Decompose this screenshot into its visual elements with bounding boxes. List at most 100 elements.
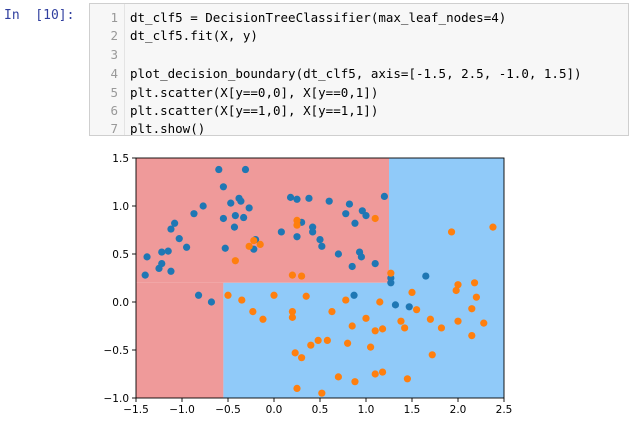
scatter-point-class-0 (241, 165, 250, 174)
scatter-point-class-1 (403, 375, 411, 383)
scatter-point-class-1 (288, 308, 296, 316)
scatter-point-class-1 (259, 315, 267, 323)
scatter-point-class-0 (342, 210, 350, 218)
scatter-point-class-0 (240, 213, 248, 222)
line-number: 3 (110, 47, 118, 62)
scatter-point-class-0 (293, 195, 301, 203)
scatter-point-class-0 (158, 260, 166, 268)
scatter-point-class-1 (291, 349, 299, 357)
scatter-point-class-1 (307, 341, 315, 349)
scatter-point-class-1 (231, 257, 239, 265)
scatter-point-class-0 (334, 250, 342, 258)
scatter-point-class-1 (348, 322, 356, 330)
scatter-point-class-0 (230, 223, 239, 231)
scatter-point-class-0 (175, 235, 183, 243)
scatter-point-class-0 (219, 214, 227, 223)
scatter-point-class-1 (489, 223, 497, 231)
scatter-point-class-1 (256, 240, 264, 248)
scatter-point-class-1 (470, 279, 479, 287)
scatter-point-class-0 (199, 202, 207, 210)
scatter-point-class-1 (454, 317, 462, 325)
code-text: plt.scatter(X[y==0,0], X[y==0,1]) (130, 85, 379, 100)
decision-region-class-1 (389, 158, 504, 398)
scatter-point-class-1 (334, 373, 342, 381)
line-number-gutter (124, 4, 125, 135)
code-line: 2 dt_clf5.fit(X, y) (90, 26, 628, 45)
scatter-point-class-0 (227, 199, 235, 207)
scatter-point-class-1 (387, 269, 395, 277)
scatter-point-class-1 (378, 368, 387, 376)
scatter-point-class-1 (468, 305, 476, 313)
scatter-point-class-1 (250, 236, 258, 245)
scatter-point-class-0 (190, 210, 198, 218)
scatter-point-class-0 (277, 228, 285, 236)
scatter-point-class-0 (345, 200, 354, 208)
scatter-point-class-1 (401, 324, 409, 332)
scatter-point-class-1 (224, 291, 232, 299)
code-text: plot_decision_boundary(dt_clf5, axis=[-1… (130, 66, 582, 81)
x-tick-label: −1.0 (169, 404, 195, 416)
scatter-point-class-0 (231, 212, 239, 220)
code-text: dt_clf5 = DecisionTreeClassifier(max_lea… (130, 10, 507, 25)
scatter-point-class-0 (391, 301, 400, 309)
scatter-point-class-1 (298, 354, 306, 362)
code-text: plt.scatter(X[y==1,0], X[y==1,1]) (130, 103, 379, 118)
scatter-point-class-1 (293, 384, 301, 392)
x-tick-label: 0.5 (312, 404, 329, 416)
scatter-point-class-0 (245, 204, 253, 212)
scatter-point-class-0 (207, 298, 216, 306)
scatter-point-class-1 (249, 308, 257, 316)
code-line: 5 plt.scatter(X[y==0,0], X[y==0,1]) (90, 83, 628, 102)
scatter-point-class-1 (298, 272, 306, 280)
decision-region-class-1 (223, 282, 389, 398)
x-tick-label: 2.0 (450, 404, 467, 416)
scatter-point-class-1 (472, 293, 480, 301)
scatter-point-class-1 (314, 336, 322, 344)
x-tick-label: 2.5 (496, 404, 513, 416)
scatter-point-class-0 (357, 253, 365, 261)
scatter-point-class-0 (348, 262, 356, 271)
code-cell-input[interactable]: 1 dt_clf5 = DecisionTreeClassifier(max_l… (89, 3, 629, 136)
x-tick-label: −0.5 (215, 404, 241, 416)
scatter-point-class-1 (397, 317, 405, 325)
decision-region-class-0 (136, 158, 389, 283)
scatter-point-class-1 (342, 296, 350, 304)
y-tick-label: 1.0 (112, 201, 129, 213)
scatter-point-class-1 (480, 319, 488, 327)
y-tick-label: 1.5 (112, 153, 129, 165)
scatter-point-class-0 (221, 244, 229, 252)
code-line: 1 dt_clf5 = DecisionTreeClassifier(max_l… (90, 8, 628, 27)
x-tick-label: 0.0 (266, 404, 283, 416)
scatter-point-class-1 (426, 315, 434, 323)
scatter-point-class-1 (344, 339, 352, 347)
scatter-point-class-1 (238, 296, 246, 304)
scatter-point-class-1 (270, 291, 278, 299)
line-number: 7 (110, 121, 118, 136)
scatter-point-class-0 (143, 253, 151, 261)
scatter-point-class-1 (447, 228, 456, 236)
scatter-point-class-1 (318, 389, 326, 397)
scatter-point-class-0 (325, 197, 333, 205)
scatter-point-class-1 (302, 292, 310, 300)
scatter-point-class-1 (371, 327, 379, 335)
code-line: 3 (90, 45, 628, 64)
scatter-point-class-0 (371, 260, 379, 268)
y-tick-label: 0.0 (112, 297, 129, 309)
scatter-point-class-1 (452, 286, 460, 295)
scatter-point-class-0 (237, 197, 245, 205)
line-number: 4 (110, 66, 118, 81)
scatter-point-class-1 (428, 351, 436, 359)
y-tick-label: −1.0 (104, 393, 130, 405)
scatter-point-class-1 (362, 314, 370, 322)
code-text: plt.show() (130, 121, 206, 136)
scatter-point-class-0 (305, 194, 313, 202)
code-line: 4 plot_decision_boundary(dt_clf5, axis=[… (90, 64, 628, 83)
scatter-point-class-0 (405, 303, 413, 311)
scatter-point-class-0 (164, 247, 172, 255)
scatter-point-class-0 (183, 243, 191, 251)
scatter-point-class-0 (171, 219, 179, 227)
code-line: 7 plt.show() (90, 119, 628, 136)
line-number: 2 (110, 28, 118, 43)
scatter-point-class-0 (350, 291, 358, 299)
